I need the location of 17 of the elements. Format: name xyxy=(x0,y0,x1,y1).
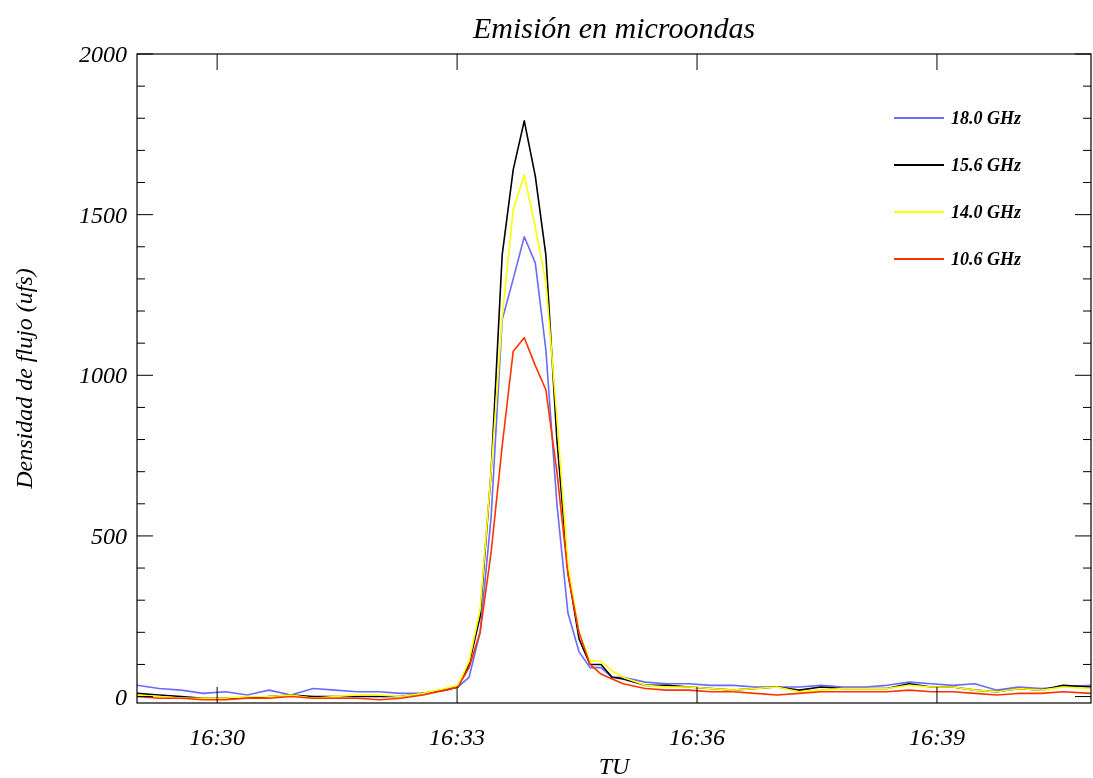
y-tick-label: 2000 xyxy=(79,41,127,67)
y-tick-label: 0 xyxy=(115,683,127,710)
legend-label: 15.6 GHz xyxy=(951,155,1022,175)
y-tick-label: 1000 xyxy=(79,362,127,389)
line-series xyxy=(136,336,1092,701)
legend-label: 14.0 GHz xyxy=(951,202,1022,222)
x-axis-title: TU xyxy=(598,753,631,778)
chart-title: Emisión en microondas xyxy=(471,11,756,44)
x-tick-label: 16:39 xyxy=(908,724,965,750)
y-axis-title: Densidad de flujo (ufs) xyxy=(11,268,37,490)
x-tick-label: 16:30 xyxy=(189,724,246,750)
legend-label: 10.6 GHz xyxy=(951,249,1022,269)
y-tick-label: 500 xyxy=(91,522,127,549)
x-tick-label: 16:33 xyxy=(429,724,486,750)
x-tick-label: 16:36 xyxy=(669,724,726,750)
y-tick-label: 1500 xyxy=(79,201,127,228)
legend-label: 18.0 GHz xyxy=(951,108,1022,128)
